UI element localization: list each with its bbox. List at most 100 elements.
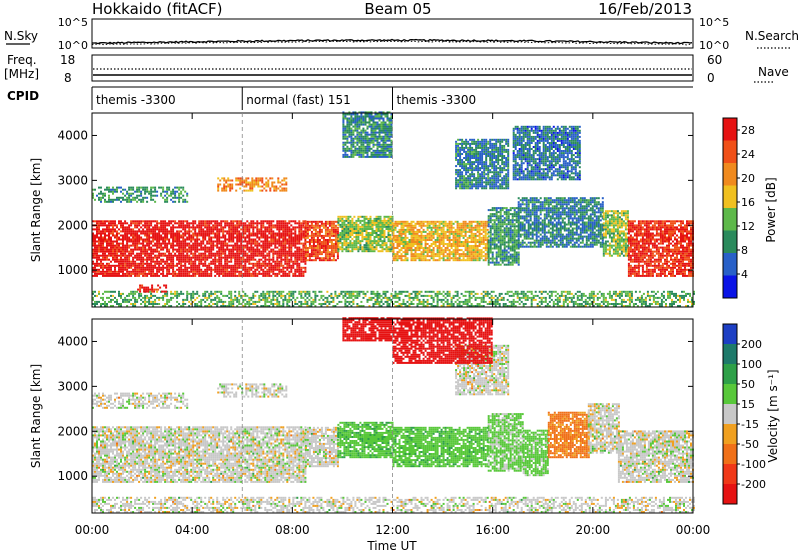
data-cell	[220, 253, 222, 255]
data-cell	[496, 225, 498, 227]
data-cell	[382, 240, 384, 242]
data-cell	[276, 222, 278, 224]
nsky-tick-bottom: 10^0	[58, 39, 88, 52]
data-cell	[102, 237, 104, 239]
data-cell	[132, 222, 134, 224]
data-cell	[329, 255, 331, 257]
data-cell	[512, 260, 514, 262]
data-cell	[158, 263, 160, 265]
data-cell	[234, 226, 236, 228]
data-cell	[190, 271, 192, 273]
data-cell	[520, 246, 522, 248]
data-cell	[548, 209, 550, 211]
data-cell	[234, 224, 236, 226]
data-cell	[298, 230, 300, 232]
data-cell	[461, 227, 463, 229]
data-cell	[252, 235, 254, 237]
data-cell	[355, 248, 357, 250]
data-cell	[272, 239, 274, 241]
data-cell	[437, 253, 439, 255]
data-cell	[200, 235, 202, 237]
data-cell	[208, 235, 210, 237]
data-cell	[455, 255, 457, 257]
data-cell	[282, 251, 284, 253]
data-cell	[562, 238, 564, 240]
data-cell	[560, 201, 562, 203]
data-cell	[578, 209, 580, 211]
data-cell	[136, 271, 138, 273]
data-cell	[532, 197, 534, 199]
data-cell	[280, 251, 282, 253]
data-cell	[218, 273, 220, 275]
data-cell	[516, 246, 518, 248]
data-cell	[184, 239, 186, 241]
data-cell	[530, 224, 532, 226]
data-cell	[471, 245, 473, 247]
data-cell	[292, 245, 294, 247]
data-cell	[194, 269, 196, 271]
data-cell	[510, 248, 512, 250]
data-cell	[323, 235, 325, 237]
data-cell	[270, 263, 272, 265]
data-cell	[144, 251, 146, 253]
data-cell	[166, 273, 168, 275]
data-cell	[198, 253, 200, 255]
data-cell	[190, 251, 192, 253]
data-cell	[164, 226, 166, 228]
data-cell	[311, 255, 313, 257]
data-cell	[512, 246, 514, 248]
data-cell	[250, 249, 252, 251]
data-cell	[232, 228, 234, 230]
data-cell	[390, 220, 392, 222]
data-cell	[399, 251, 401, 253]
data-cell	[542, 230, 544, 232]
data-cell	[580, 234, 582, 236]
data-cell	[188, 226, 190, 228]
data-cell	[488, 246, 490, 248]
data-cell	[556, 201, 558, 203]
data-cell	[268, 243, 270, 245]
data-cell	[230, 241, 232, 243]
data-cell	[520, 228, 522, 230]
data-cell	[453, 233, 455, 235]
data-cell	[457, 225, 459, 227]
data-cell	[361, 220, 363, 222]
data-cell	[488, 248, 490, 250]
data-cell	[234, 261, 236, 263]
data-cell	[439, 247, 441, 249]
data-cell	[258, 273, 260, 275]
data-cell	[504, 264, 506, 266]
data-region	[488, 207, 520, 266]
data-cell	[122, 253, 124, 255]
data-cell	[502, 244, 504, 246]
data-cell	[122, 245, 124, 247]
data-cell	[172, 245, 174, 247]
data-cell	[102, 243, 104, 245]
data-cell	[138, 263, 140, 265]
data-cell	[134, 261, 136, 263]
data-cell	[333, 249, 335, 251]
data-cell	[122, 228, 124, 230]
data-cell	[572, 197, 574, 199]
data-cell	[441, 231, 443, 233]
data-cell	[298, 263, 300, 265]
data-cell	[534, 234, 536, 236]
data-cell	[210, 245, 212, 247]
data-cell	[435, 225, 437, 227]
data-cell	[572, 199, 574, 201]
data-cell	[349, 240, 351, 242]
data-cell	[234, 267, 236, 269]
data-cell	[516, 231, 518, 233]
data-cell	[425, 243, 427, 245]
data-cell	[347, 216, 349, 218]
data-cell	[552, 238, 554, 240]
data-cell	[382, 232, 384, 234]
data-cell	[186, 267, 188, 269]
data-cell	[361, 232, 363, 234]
data-cell	[190, 267, 192, 269]
data-cell	[118, 220, 120, 222]
data-cell	[282, 224, 284, 226]
data-cell	[138, 247, 140, 249]
data-cell	[272, 261, 274, 263]
data-cell	[364, 222, 366, 224]
